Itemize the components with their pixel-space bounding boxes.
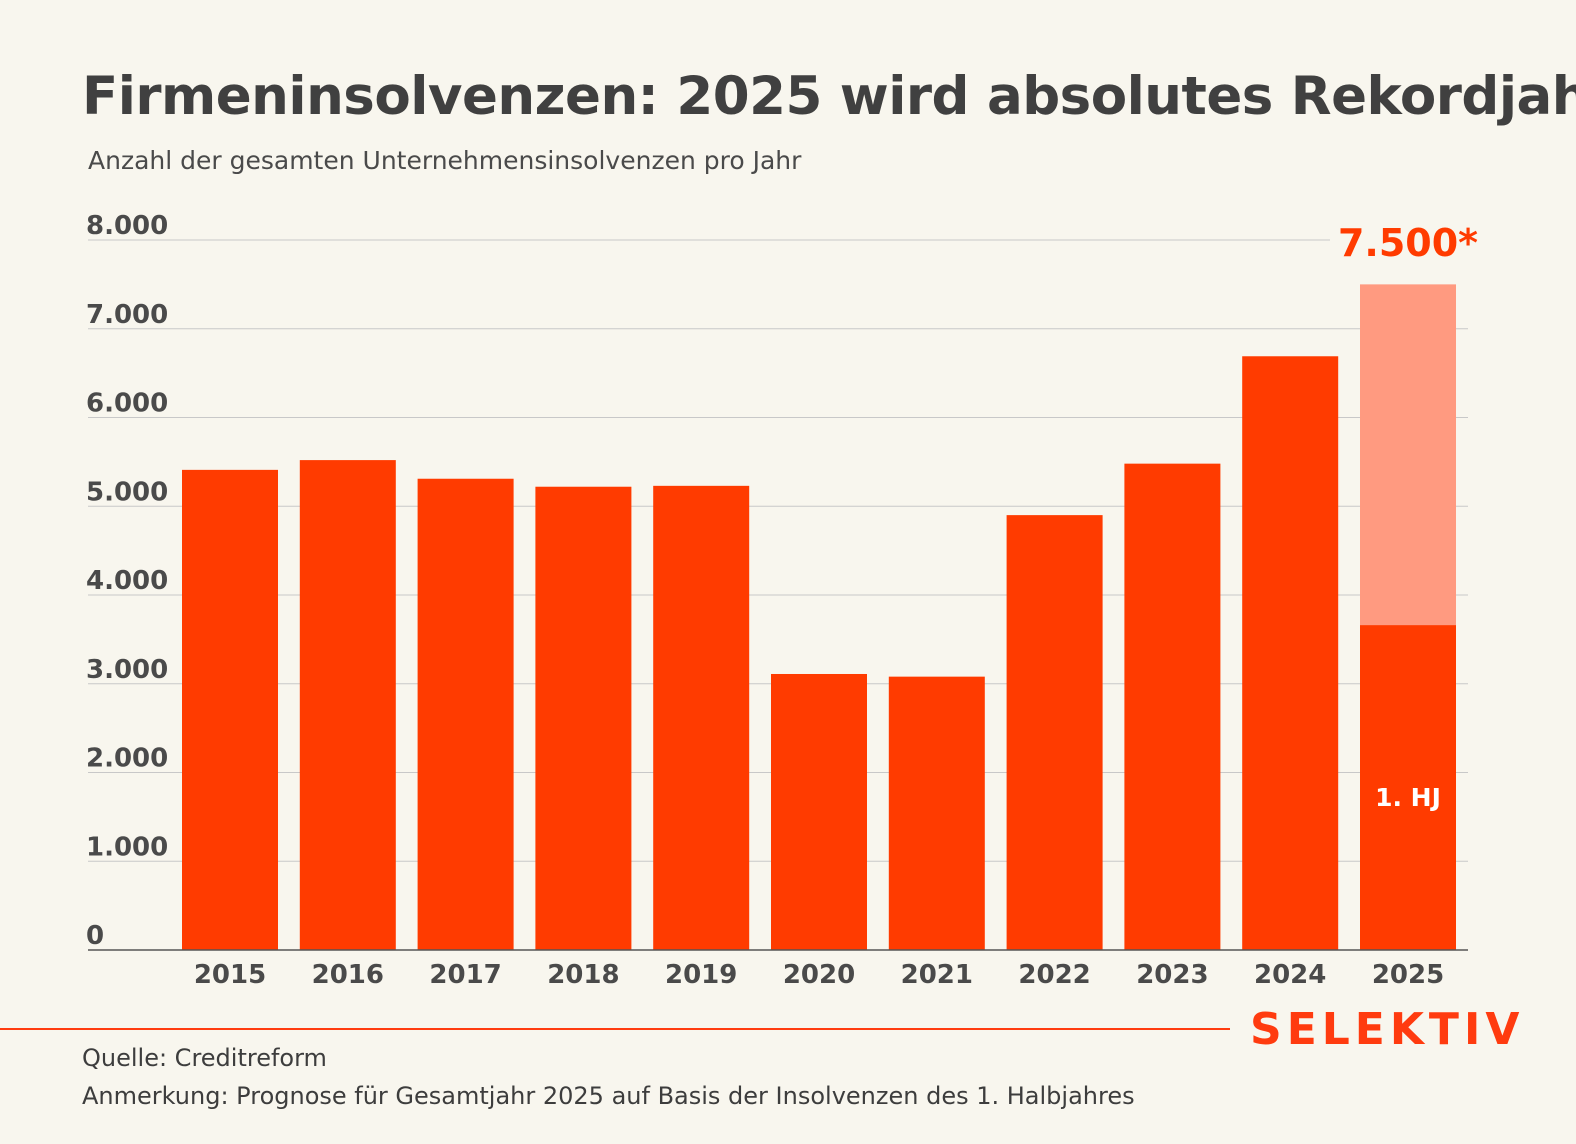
bar	[888, 676, 985, 950]
x-tick-label: 2021	[901, 960, 973, 990]
x-tick-label: 2024	[1254, 960, 1326, 990]
chart-subtitle: Anzahl der gesamten Unternehmensinsolven…	[88, 146, 802, 175]
chart-title: Firmeninsolvenzen: 2025 wird absolutes R…	[82, 66, 1576, 127]
forecast-total-label: 7.500*	[1338, 221, 1478, 265]
bar	[771, 673, 867, 950]
footnote: Anmerkung: Prognose für Gesamtjahr 2025 …	[82, 1082, 1135, 1110]
y-tick-label: 6.000	[86, 389, 168, 419]
y-tick-label: 2.000	[86, 744, 168, 774]
source-note: Quelle: Creditreform	[82, 1044, 327, 1072]
x-tick-label: 2022	[1018, 960, 1090, 990]
first-half-label: 1. HJ	[1375, 783, 1441, 812]
bar	[417, 478, 514, 950]
bar-chart: 0 1.000 2.000 3.000 4.000 5.000 6.000 7.000 8.00…	[86, 211, 1478, 990]
y-tick-label: 1.000	[86, 832, 168, 862]
y-tick-label: 0	[86, 921, 104, 951]
bar	[653, 485, 750, 950]
bar	[182, 469, 278, 950]
y-tick-label: 7.000	[86, 300, 168, 330]
x-tick-label: 2023	[1136, 960, 1208, 990]
bar	[1242, 356, 1339, 950]
x-tick-label: 2015	[194, 960, 266, 990]
bar	[299, 460, 396, 950]
footer-divider	[0, 1028, 1230, 1030]
bar	[1360, 625, 1456, 950]
bar	[1124, 463, 1221, 950]
x-tick-label: 2025	[1372, 960, 1444, 990]
x-tick-label: 2017	[429, 960, 501, 990]
selektiv-logo: SELEKTIV	[1250, 1004, 1525, 1055]
x-tick-label: 2019	[665, 960, 737, 990]
bar	[535, 486, 632, 950]
y-tick-label: 5.000	[86, 477, 168, 507]
y-tick-label: 4.000	[86, 566, 168, 596]
y-tick-label: 3.000	[86, 655, 168, 685]
y-tick-label: 8.000	[86, 211, 168, 241]
x-tick-label: 2016	[312, 960, 384, 990]
bar	[1006, 515, 1103, 950]
x-tick-label: 2020	[783, 960, 855, 990]
x-tick-label: 2018	[547, 960, 619, 990]
